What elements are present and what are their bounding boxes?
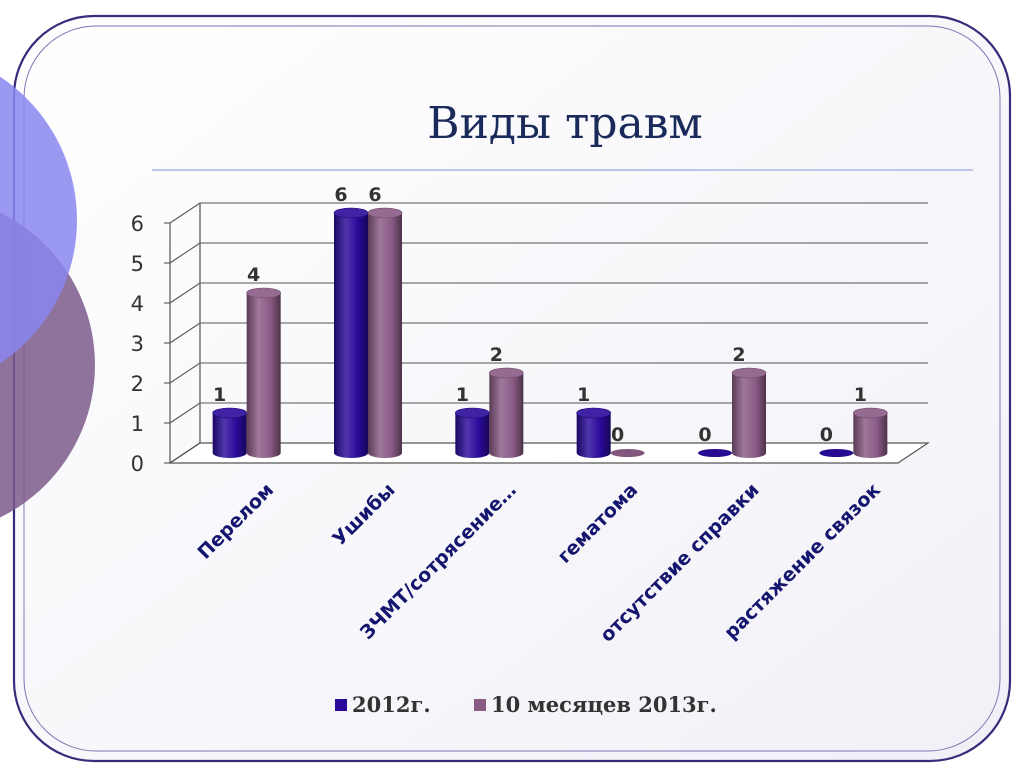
x-tick-label: Ушибы bbox=[328, 479, 399, 550]
data-label: 1 bbox=[213, 384, 226, 406]
y-axis-ticks: 0 1 2 3 4 5 6 bbox=[131, 212, 144, 476]
data-label: 0 bbox=[698, 424, 711, 446]
data-label: 6 bbox=[368, 184, 381, 206]
bar bbox=[610, 449, 645, 457]
gridline bbox=[169, 242, 928, 264]
y-tick-label: 5 bbox=[131, 252, 144, 276]
bar bbox=[698, 449, 732, 457]
data-label: 2 bbox=[490, 344, 503, 366]
x-tick-label: Перелом bbox=[194, 479, 279, 564]
gridline bbox=[169, 442, 928, 464]
x-tick-label: гематома bbox=[553, 479, 642, 568]
data-label: 0 bbox=[611, 424, 624, 446]
gridline bbox=[169, 322, 928, 344]
bar bbox=[819, 449, 854, 457]
chart-walls bbox=[168, 203, 930, 464]
decor-circle-blue bbox=[0, 76, 77, 364]
bar bbox=[455, 407, 490, 458]
bar bbox=[246, 287, 281, 458]
y-tick-label: 0 bbox=[131, 452, 144, 476]
bar bbox=[853, 407, 888, 458]
gridline bbox=[169, 402, 928, 424]
bar bbox=[489, 367, 524, 458]
floor bbox=[168, 442, 930, 464]
data-label: 1 bbox=[456, 384, 469, 406]
bar bbox=[731, 367, 767, 458]
gridline bbox=[169, 202, 928, 224]
data-label: 0 bbox=[820, 424, 833, 446]
slide-title: Виды травм bbox=[427, 98, 703, 149]
y-tick-label: 4 bbox=[131, 292, 144, 316]
legend-swatch bbox=[474, 699, 486, 711]
gridline bbox=[169, 362, 928, 384]
y-tick-label: 6 bbox=[131, 212, 144, 236]
bar bbox=[576, 407, 611, 458]
data-label: 2 bbox=[732, 344, 745, 366]
legend: 2012г. 10 месяцев 2013г. bbox=[335, 692, 717, 717]
legend-label: 2012г. bbox=[352, 692, 431, 717]
legend-swatch bbox=[335, 699, 347, 711]
bar bbox=[212, 407, 247, 458]
chart-gridlines bbox=[164, 202, 928, 464]
chart-bars bbox=[212, 207, 888, 458]
y-tick-label: 3 bbox=[131, 332, 144, 356]
legend-label: 10 месяцев 2013г. bbox=[491, 692, 717, 717]
gridline bbox=[169, 282, 928, 304]
data-label: 1 bbox=[854, 384, 867, 406]
bar bbox=[367, 207, 403, 458]
data-label: 6 bbox=[334, 184, 347, 206]
data-label: 4 bbox=[247, 264, 260, 286]
y-tick-label: 1 bbox=[131, 412, 144, 436]
data-label: 1 bbox=[577, 384, 590, 406]
bar bbox=[333, 207, 369, 458]
y-tick-label: 2 bbox=[131, 372, 144, 396]
